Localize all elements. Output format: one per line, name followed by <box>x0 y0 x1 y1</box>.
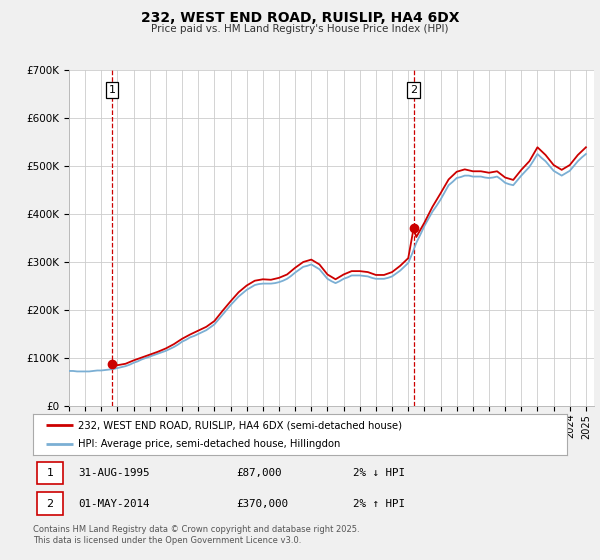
Text: 31-AUG-1995: 31-AUG-1995 <box>79 468 150 478</box>
Text: 1: 1 <box>109 85 116 95</box>
FancyBboxPatch shape <box>37 492 63 515</box>
Text: 232, WEST END ROAD, RUISLIP, HA4 6DX (semi-detached house): 232, WEST END ROAD, RUISLIP, HA4 6DX (se… <box>79 421 403 430</box>
Text: HPI: Average price, semi-detached house, Hillingdon: HPI: Average price, semi-detached house,… <box>79 439 341 449</box>
Text: 1: 1 <box>47 468 53 478</box>
Text: 2: 2 <box>47 498 53 508</box>
Text: 01-MAY-2014: 01-MAY-2014 <box>79 498 150 508</box>
Text: 2% ↓ HPI: 2% ↓ HPI <box>353 468 406 478</box>
FancyBboxPatch shape <box>37 461 63 484</box>
Text: 232, WEST END ROAD, RUISLIP, HA4 6DX: 232, WEST END ROAD, RUISLIP, HA4 6DX <box>141 11 459 25</box>
Text: Contains HM Land Registry data © Crown copyright and database right 2025.
This d: Contains HM Land Registry data © Crown c… <box>33 525 359 545</box>
Text: £370,000: £370,000 <box>236 498 288 508</box>
Text: 2% ↑ HPI: 2% ↑ HPI <box>353 498 406 508</box>
Text: £87,000: £87,000 <box>236 468 281 478</box>
Text: 2: 2 <box>410 85 417 95</box>
Text: Price paid vs. HM Land Registry's House Price Index (HPI): Price paid vs. HM Land Registry's House … <box>151 24 449 34</box>
